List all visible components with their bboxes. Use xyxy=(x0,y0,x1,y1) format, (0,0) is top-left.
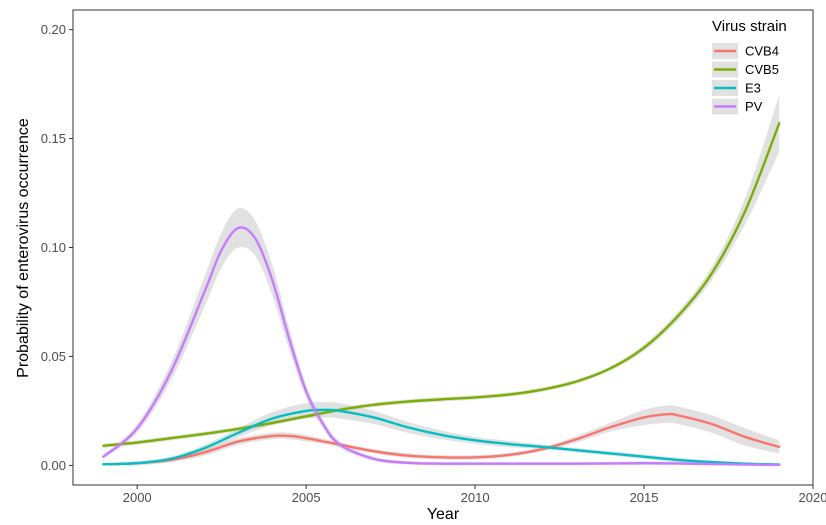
y-tick-label: 0.10 xyxy=(41,240,66,255)
legend-title: Virus strain xyxy=(712,18,787,35)
series-line-pv xyxy=(102,226,781,467)
legend-label-pv: PV xyxy=(745,99,763,114)
series-lines xyxy=(102,122,781,467)
y-axis: 0.00 0.05 0.10 0.15 0.20 xyxy=(41,22,73,473)
legend-label-cvb4: CVB4 xyxy=(745,44,779,59)
legend-label-cvb5: CVB5 xyxy=(745,62,779,77)
y-tick-label: 0.05 xyxy=(41,349,66,364)
x-tick-label: 2005 xyxy=(292,490,321,505)
series-line-e3 xyxy=(102,408,781,466)
confidence-band-cvb5 xyxy=(103,94,780,448)
legend-label-e3: E3 xyxy=(745,81,761,96)
x-axis: 2000 2005 2010 2015 2020 xyxy=(123,485,826,505)
y-tick-label: 0.00 xyxy=(41,458,66,473)
y-tick-label: 0.15 xyxy=(41,131,66,146)
x-axis-title: Year xyxy=(427,506,460,523)
series-line-cvb4 xyxy=(102,412,781,466)
x-tick-label: 2015 xyxy=(630,490,659,505)
y-axis-title: Probability of enterovirus occurrence xyxy=(15,118,32,378)
x-tick-label: 2020 xyxy=(799,490,826,505)
x-tick-label: 2010 xyxy=(461,490,490,505)
confidence-bands xyxy=(103,94,780,466)
x-tick-label: 2000 xyxy=(123,490,152,505)
confidence-band-pv xyxy=(103,207,780,466)
y-tick-label: 0.20 xyxy=(41,22,66,37)
legend: Virus strain CVB4 CVB5 E3 PV xyxy=(712,18,787,115)
series-line-cvb5 xyxy=(102,122,781,447)
